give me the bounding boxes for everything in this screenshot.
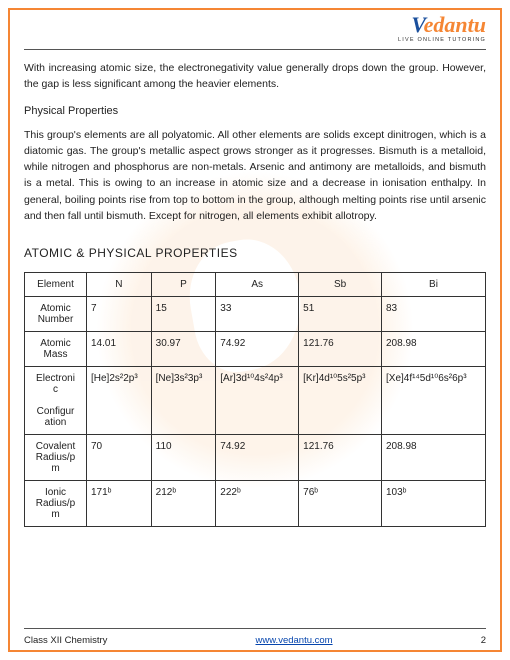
col-n: N xyxy=(87,273,152,297)
footer-left: Class XII Chemistry xyxy=(24,635,107,646)
table-cell: [Kr]4d¹⁰5s²5p³ xyxy=(299,367,382,435)
table-cell: [He]2s²2p³ xyxy=(87,367,152,435)
logo-block: Vedantu LIVE ONLINE TUTORING xyxy=(24,14,486,43)
header-rule xyxy=(24,49,486,50)
row-label: AtomicNumber xyxy=(25,297,87,332)
footer-row: Class XII Chemistry www.vedantu.com 2 xyxy=(24,635,486,646)
row-label: Covalent Radius/pm xyxy=(25,435,87,481)
properties-table: Element N P As Sb Bi AtomicNumber7153351… xyxy=(24,272,486,527)
row-label: AtomicMass xyxy=(25,332,87,367)
table-cell: 30.97 xyxy=(151,332,216,367)
table-cell: 15 xyxy=(151,297,216,332)
table-cell: [Ne]3s²3p³ xyxy=(151,367,216,435)
table-cell: 33 xyxy=(216,297,299,332)
footer-pagenum: 2 xyxy=(481,635,486,646)
table-row: AtomicMass14.0130.9774.92121.76208.98 xyxy=(25,332,486,367)
table-header-row: Element N P As Sb Bi xyxy=(25,273,486,297)
table-cell: 121.76 xyxy=(299,332,382,367)
table-cell: 110 xyxy=(151,435,216,481)
table-body: AtomicNumber715335183AtomicMass14.0130.9… xyxy=(25,297,486,527)
intro-paragraph: With increasing atomic size, the electro… xyxy=(24,60,486,93)
brand-logo: Vedantu xyxy=(24,14,486,36)
table-row: Ionic Radius/pm171ᵇ212ᵇ222ᵇ76ᵇ103ᵇ xyxy=(25,481,486,527)
col-as: As xyxy=(216,273,299,297)
row-label: Ionic Radius/pm xyxy=(25,481,87,527)
col-sb: Sb xyxy=(299,273,382,297)
table-cell: 51 xyxy=(299,297,382,332)
table-cell: 14.01 xyxy=(87,332,152,367)
row-label: ElectronicConfiguration xyxy=(25,367,87,435)
page-footer: Class XII Chemistry www.vedantu.com 2 xyxy=(24,628,486,646)
table-row: ElectronicConfiguration[He]2s²2p³[Ne]3s²… xyxy=(25,367,486,435)
table-cell: 212ᵇ xyxy=(151,481,216,527)
footer-rule xyxy=(24,628,486,629)
table-cell: [Ar]3d¹⁰4s²4p³ xyxy=(216,367,299,435)
table-cell: 208.98 xyxy=(382,435,486,481)
table-cell: 121.76 xyxy=(299,435,382,481)
table-cell: 103ᵇ xyxy=(382,481,486,527)
table-title: ATOMIC & PHYSICAL PROPERTIES xyxy=(24,246,486,260)
logo-v: V xyxy=(411,12,423,37)
table-cell: 70 xyxy=(87,435,152,481)
table-cell: 76ᵇ xyxy=(299,481,382,527)
table-cell: 222ᵇ xyxy=(216,481,299,527)
brand-tagline: LIVE ONLINE TUTORING xyxy=(24,37,486,43)
table-cell: 7 xyxy=(87,297,152,332)
col-p: P xyxy=(151,273,216,297)
table-cell: 74.92 xyxy=(216,332,299,367)
col-bi: Bi xyxy=(382,273,486,297)
physical-paragraph: This group's elements are all polyatomic… xyxy=(24,127,486,225)
footer-link[interactable]: www.vedantu.com xyxy=(256,635,333,646)
table-row: Covalent Radius/pm7011074.92121.76208.98 xyxy=(25,435,486,481)
table-cell: 171ᵇ xyxy=(87,481,152,527)
page-content: Vedantu LIVE ONLINE TUTORING With increa… xyxy=(0,0,510,527)
subheading-physical: Physical Properties xyxy=(24,105,486,117)
col-element: Element xyxy=(25,273,87,297)
table-cell: [Xe]4f¹⁴5d¹⁰6s²6p³ xyxy=(382,367,486,435)
logo-rest: edantu xyxy=(424,12,486,37)
table-row: AtomicNumber715335183 xyxy=(25,297,486,332)
table-cell: 74.92 xyxy=(216,435,299,481)
table-cell: 208.98 xyxy=(382,332,486,367)
table-cell: 83 xyxy=(382,297,486,332)
